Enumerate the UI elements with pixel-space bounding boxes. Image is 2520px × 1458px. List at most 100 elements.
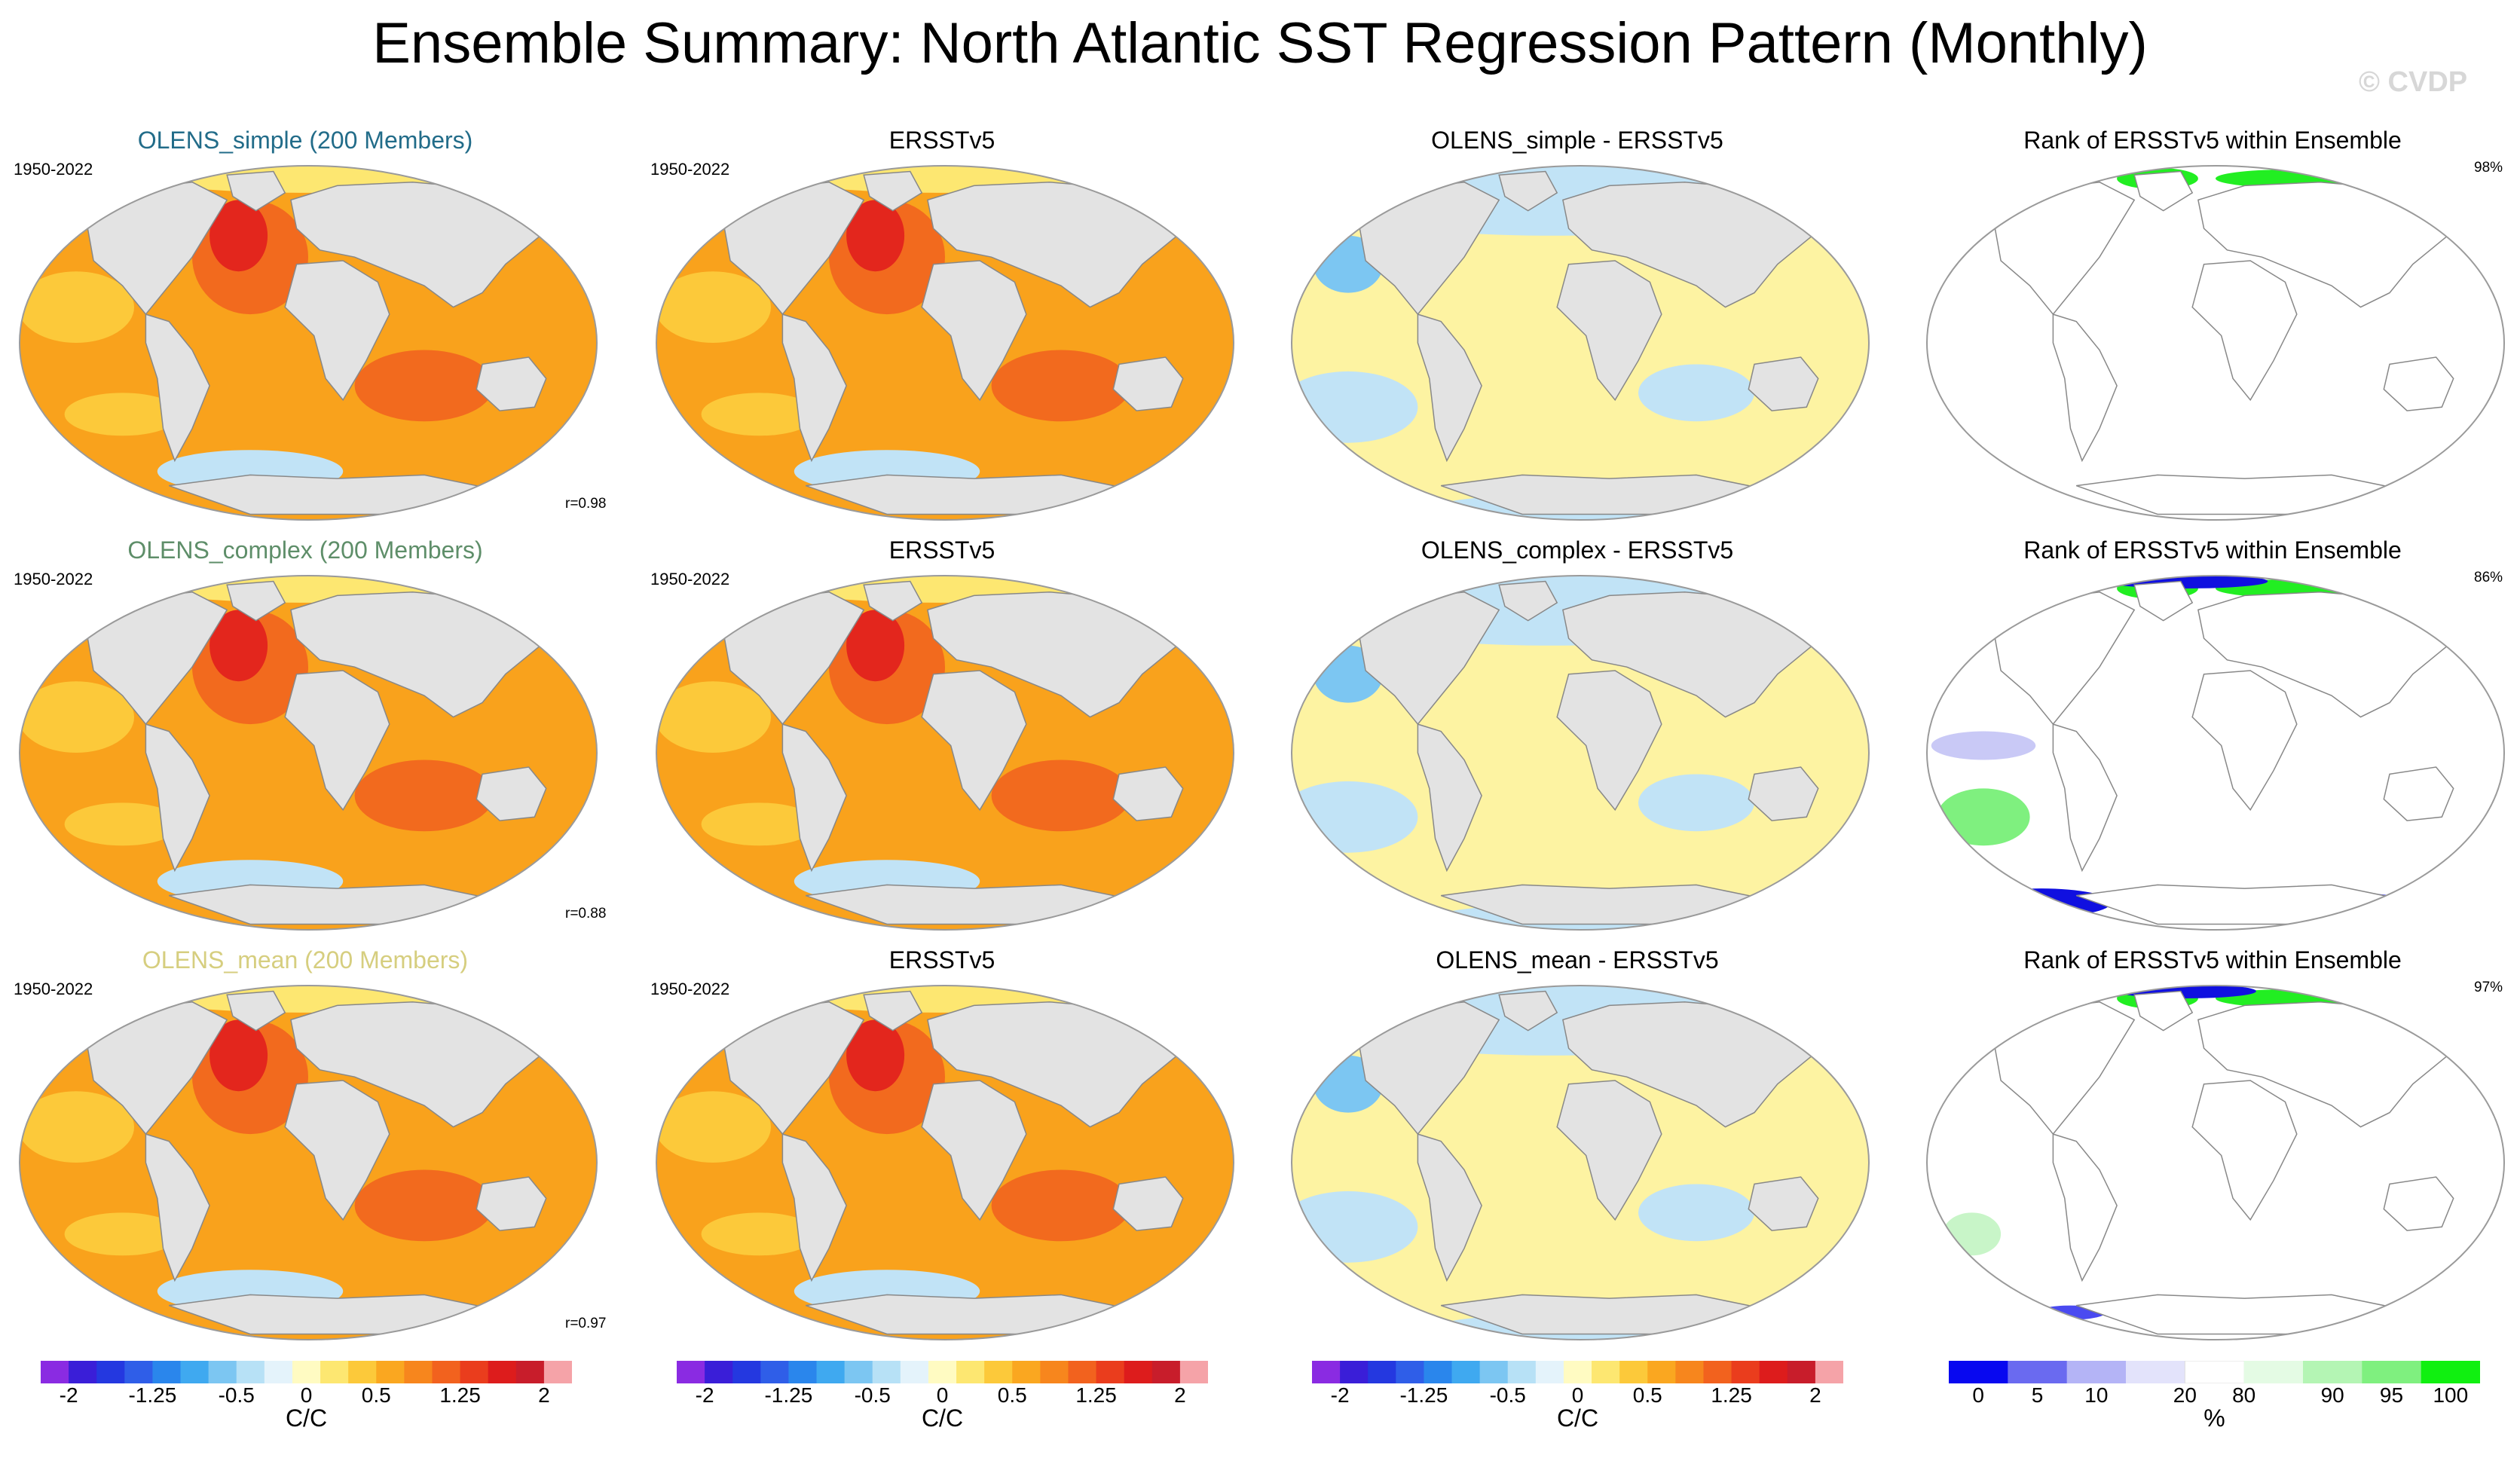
colorbar-swatch xyxy=(1759,1361,1788,1383)
colorbar-tick-label: 1.25 xyxy=(439,1383,481,1407)
map-plot xyxy=(656,985,1234,1340)
colorbar-tick-label: -1.25 xyxy=(1399,1383,1448,1407)
colorbar-tick-label: -0.5 xyxy=(218,1383,255,1407)
indian-ocean-warm xyxy=(991,1169,1131,1242)
colorbar-swatch xyxy=(1949,1361,2008,1383)
colorbar-swatch xyxy=(1507,1361,1537,1383)
south-pacific-band xyxy=(64,1212,181,1256)
indian-ocean-warm xyxy=(354,1169,494,1242)
colorbar-swatch xyxy=(1012,1361,1041,1383)
colorbar-tick-label: 0.5 xyxy=(361,1383,391,1407)
indian-cool xyxy=(1638,364,1754,422)
colorbar-swatch xyxy=(2303,1361,2362,1383)
continent-shape xyxy=(1112,1176,1184,1231)
correlation-label: r=0.88 xyxy=(565,906,607,922)
colorbar-tick-label: 0 xyxy=(1571,1383,1584,1407)
colorbar-swatch xyxy=(264,1361,293,1383)
continent-shape xyxy=(168,884,497,925)
continent-shape xyxy=(1748,356,1819,411)
map-plot xyxy=(1291,165,1870,521)
colorbar-swatch xyxy=(816,1361,846,1383)
north-atlantic-max xyxy=(209,1019,268,1092)
continent-shape xyxy=(863,170,923,212)
period-label: 1950-2022 xyxy=(14,570,93,588)
map-plot xyxy=(1926,575,2505,931)
continent-shape xyxy=(1556,670,1662,812)
indian-ocean-warm xyxy=(354,350,494,422)
colorbar-swatch xyxy=(872,1361,901,1383)
pacific-cool xyxy=(656,1091,771,1163)
continent-shape xyxy=(168,474,497,515)
continent-shape xyxy=(2052,1133,2118,1282)
panel-title: Rank of ERSSTv5 within Ensemble xyxy=(2023,536,2402,564)
colorbar-tick-label: -2 xyxy=(695,1383,714,1407)
continent-shape xyxy=(1498,990,1558,1032)
colorbar-swatch xyxy=(1424,1361,1453,1383)
colorbar-swatch xyxy=(956,1361,985,1383)
continent-shape xyxy=(2133,990,2194,1032)
indian-ocean-warm xyxy=(991,350,1131,422)
panel-title: OLENS_complex (200 Members) xyxy=(127,536,483,564)
continent-shape xyxy=(863,580,923,622)
map-outline xyxy=(1926,985,2505,1340)
map-panel: OLENS_complex - ERSSTv5 xyxy=(1280,530,1875,941)
colorbar-swatch xyxy=(1731,1361,1760,1383)
colorbar-tick-label: 0.5 xyxy=(1632,1383,1662,1407)
continent-shape xyxy=(2052,723,2118,873)
period-label: 1950-2022 xyxy=(14,160,93,179)
continent-shape xyxy=(863,990,923,1032)
colorbar-tick-label: 90 xyxy=(2320,1383,2344,1407)
continent-shape xyxy=(921,670,1027,812)
colorbar-swatch xyxy=(1675,1361,1704,1383)
colorbar-swatch xyxy=(320,1361,349,1383)
colorbar-swatch xyxy=(760,1361,789,1383)
colorbar-swatch xyxy=(788,1361,818,1383)
map-outline xyxy=(1926,575,2505,931)
colorbar-swatch xyxy=(432,1361,461,1383)
map-plot xyxy=(19,985,598,1340)
figure-title: Ensemble Summary: North Atlantic SST Reg… xyxy=(372,11,2148,75)
colorbar-swatch xyxy=(1563,1361,1592,1383)
colorbar-swatch xyxy=(488,1361,517,1383)
map-panel: Rank of ERSSTv5 within Ensemble 98% xyxy=(1915,121,2510,531)
colorbar-swatch xyxy=(705,1361,733,1383)
continent-shape xyxy=(1556,1080,1662,1221)
continent-shape xyxy=(284,260,390,402)
south-pacific-band xyxy=(64,393,181,436)
colorbar-swatch xyxy=(404,1361,433,1383)
continent-shape xyxy=(2383,356,2454,411)
colorbar-swatch xyxy=(2008,1361,2068,1383)
rank-low-pacific xyxy=(1931,731,2036,760)
continent-shape xyxy=(2133,580,2194,622)
panel-title: Rank of ERSSTv5 within Ensemble xyxy=(2023,127,2402,154)
continent-shape xyxy=(1440,474,1769,515)
continent-shape xyxy=(1417,313,1482,463)
continent-shape xyxy=(476,356,547,411)
colorbar-swatch xyxy=(2243,1361,2304,1383)
colorbar-swatch xyxy=(2421,1361,2480,1383)
rank-high-pacific xyxy=(1937,788,2030,846)
colorbar-unit-label: C/C xyxy=(285,1405,328,1432)
colorbar-tick-label: -1.25 xyxy=(128,1383,177,1407)
map-outline xyxy=(656,985,1234,1340)
map-panel: ERSSTv5 1950-2022 xyxy=(644,121,1240,531)
continent-shape xyxy=(1417,1133,1482,1282)
colorbar xyxy=(1949,1361,2480,1383)
map-panel: Rank of ERSSTv5 within Ensemble 86% xyxy=(1915,530,2510,941)
colorbar-swatch xyxy=(292,1361,321,1383)
north-atlantic-max xyxy=(846,200,905,272)
panel-title: OLENS_simple (200 Members) xyxy=(137,127,473,154)
indian-ocean-warm xyxy=(991,760,1131,832)
colorbar-swatch xyxy=(1647,1361,1676,1383)
colorbar xyxy=(1312,1361,1843,1383)
colorbar-swatch xyxy=(180,1361,209,1383)
continent-shape xyxy=(145,313,210,463)
colorbar-swatch xyxy=(1815,1361,1843,1383)
continent-shape xyxy=(226,990,286,1032)
map-panel: OLENS_simple - ERSSTv5 xyxy=(1280,121,1875,531)
map-plot xyxy=(1291,575,1870,931)
pacific-cool xyxy=(20,271,134,344)
continent-shape xyxy=(781,1133,847,1282)
map-plot xyxy=(656,165,1234,521)
continent-shape xyxy=(1748,1176,1819,1231)
